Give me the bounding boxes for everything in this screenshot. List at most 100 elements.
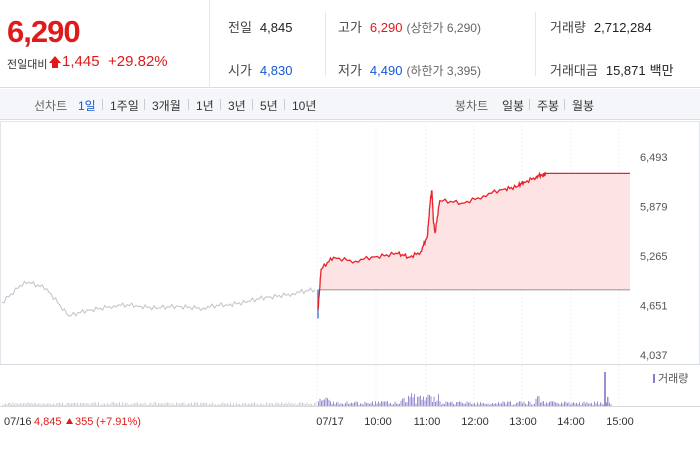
volume-bar — [27, 402, 29, 406]
volume-bar — [126, 402, 128, 406]
volume-bar — [246, 404, 248, 406]
volume-bar — [167, 402, 168, 406]
volume-bar — [114, 403, 116, 406]
volume-bar — [215, 404, 216, 406]
volume-bar — [35, 403, 36, 406]
volume-bar — [432, 402, 433, 406]
volume-bar — [53, 403, 54, 406]
volume-bar — [311, 403, 312, 406]
volume-bar — [158, 402, 159, 406]
tab-period-3m[interactable]: 3개월 — [152, 99, 181, 113]
volume-bar — [89, 404, 90, 406]
volume-bar — [267, 404, 269, 406]
prev-day-close: 4,845 — [34, 416, 62, 428]
volume-bar — [405, 402, 406, 406]
volume-bar — [41, 404, 42, 406]
volume-bar — [406, 402, 408, 406]
volume-bar — [230, 402, 231, 406]
intraday-price-chart[interactable]: 6,493 5,879 5,265 4,651 4,037 07/17 10:00 11:0… — [0, 121, 700, 450]
volume-bar — [564, 401, 565, 406]
volume-bar — [565, 402, 567, 406]
volume-bar — [140, 403, 141, 406]
volume-bar — [436, 400, 438, 406]
chart-grid — [0, 121, 700, 407]
volume-bar — [33, 402, 35, 406]
tab-period-1d[interactable]: 1일 — [78, 99, 96, 113]
volume-bar — [439, 401, 441, 406]
line-chart-label: 선차트 — [34, 99, 68, 113]
today-price-line — [317, 171, 630, 310]
volume-bar — [451, 401, 453, 406]
volume-bar — [570, 404, 571, 406]
volume-bar — [132, 403, 134, 406]
volume-bar — [387, 401, 388, 406]
volume-bar — [134, 403, 135, 406]
volume-bar — [24, 403, 26, 406]
volume-bar — [69, 403, 71, 406]
volume-bar — [556, 402, 558, 406]
volume-bar — [66, 402, 68, 406]
volume-bar — [589, 403, 591, 406]
tab-period-5y[interactable]: 5년 — [260, 99, 278, 113]
volume-bar — [248, 403, 249, 406]
volume-bar — [231, 404, 233, 406]
volume-bar — [177, 403, 179, 406]
volume-bar — [394, 401, 396, 406]
x-axis-labels: 07/17 10:00 11:00 12:00 13:00 14:00 15:00 — [316, 416, 634, 428]
volume-bar — [65, 404, 66, 406]
volume-bar — [224, 403, 225, 406]
volume-bar — [412, 397, 414, 406]
volume-bar — [276, 402, 278, 406]
volume-bar — [170, 404, 171, 406]
volume-bar — [493, 403, 495, 406]
volume-bar — [546, 402, 547, 406]
volume-bar — [101, 404, 102, 406]
volume-bar — [492, 403, 493, 406]
volume-bar — [469, 402, 471, 406]
tab-candle-monthly[interactable]: 월봉 — [572, 99, 595, 113]
volume-bar — [264, 404, 266, 406]
volume-bar — [349, 403, 351, 406]
tab-candle-weekly[interactable]: 주봉 — [537, 99, 560, 113]
volume-bar — [147, 404, 149, 406]
volume-bar — [50, 404, 51, 406]
prev-day-series — [1, 280, 316, 317]
stat-volume: 거래량 2,712,284 — [550, 20, 652, 35]
volume-legend-label: 거래량 — [658, 372, 688, 385]
volume-bar — [421, 399, 423, 406]
volume-bar — [504, 402, 505, 406]
volume-bar — [561, 402, 562, 406]
volume-bar — [290, 404, 291, 406]
volume-bar — [300, 402, 302, 406]
volume-bar — [463, 403, 465, 406]
volume-bar — [367, 403, 369, 406]
volume-bar — [607, 397, 609, 406]
volume-bar — [135, 402, 137, 406]
volume-bar — [62, 402, 63, 406]
volume-bar — [583, 401, 585, 406]
tab-candle-daily[interactable]: 일봉 — [502, 99, 525, 113]
volume-bar — [11, 404, 12, 406]
volume-bar — [519, 401, 520, 406]
volume-bar — [357, 402, 358, 406]
tab-period-3y[interactable]: 3년 — [228, 99, 246, 113]
volume-bar — [379, 403, 381, 406]
volume-bar — [514, 404, 516, 406]
volume-bar — [194, 402, 195, 406]
tab-period-1y[interactable]: 1년 — [196, 99, 214, 113]
volume-bar — [86, 403, 87, 406]
tab-period-10y[interactable]: 10년 — [292, 99, 317, 113]
volume-bar — [144, 402, 146, 406]
tab-period-1w[interactable]: 1주일 — [110, 99, 139, 113]
current-price: 6,290 — [7, 14, 81, 49]
volume-bar — [59, 402, 60, 406]
volume-legend-swatch — [653, 374, 655, 383]
volume-bar — [90, 403, 92, 406]
stat-prev-close: 전일 4,845 — [228, 20, 293, 35]
volume-bar — [201, 402, 203, 406]
volume-bar — [168, 402, 170, 406]
volume-bar — [159, 403, 161, 406]
volume-bar — [152, 404, 153, 406]
volume-bar — [104, 403, 105, 406]
volume-bar — [252, 403, 254, 406]
